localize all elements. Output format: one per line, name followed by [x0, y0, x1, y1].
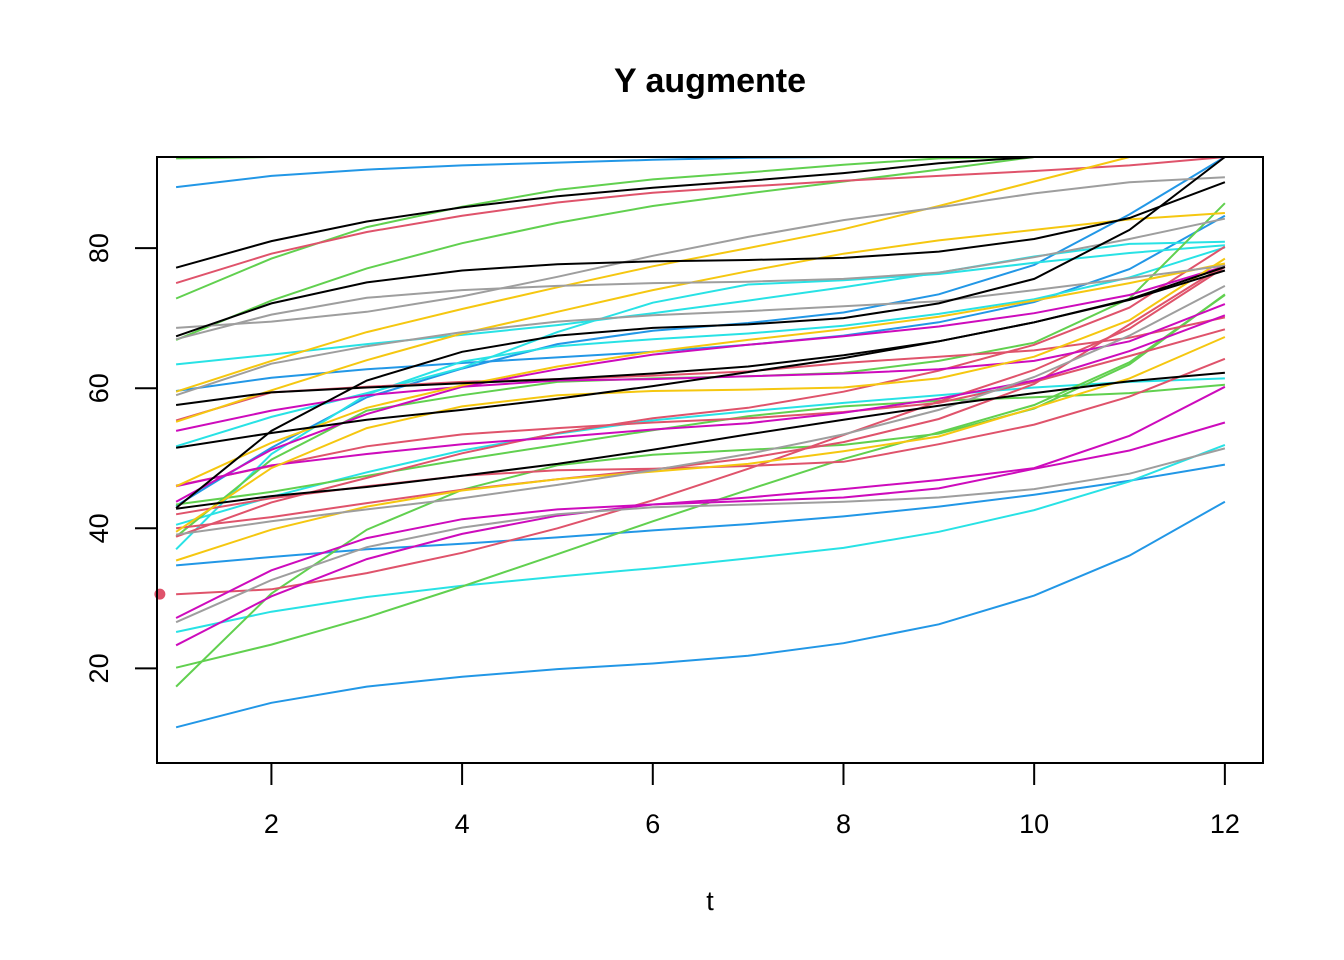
series-line-1 — [175, 500, 1226, 729]
x-tick-label: 8 — [836, 809, 851, 839]
x-tick-label: 4 — [455, 809, 470, 839]
y-tick-label: 80 — [84, 233, 114, 263]
y-tick-label: 20 — [84, 653, 114, 683]
series-line-41 — [175, 371, 1225, 510]
series-line-31 — [175, 257, 1226, 533]
series-line-21 — [175, 264, 1226, 530]
series-line-36 — [175, 285, 1226, 536]
series-line-6 — [175, 443, 1226, 633]
series-line-26 — [175, 421, 1226, 619]
x-tick-label: 10 — [1019, 809, 1049, 839]
series-line-32 — [175, 262, 1226, 488]
x-axis-label: t — [706, 886, 714, 916]
series-line-38 — [176, 176, 1225, 329]
series-line-9 — [175, 246, 1226, 551]
y-tick-label: 60 — [84, 373, 114, 403]
y-tick-label: 40 — [84, 513, 114, 543]
series-line-28 — [175, 265, 1226, 503]
series-line-18 — [176, 266, 1226, 596]
series-line-24 — [175, 316, 1226, 422]
chart-title: Y augmente — [614, 62, 806, 100]
series-line-7 — [175, 377, 1225, 526]
series-line-27 — [175, 314, 1226, 488]
series-layer — [175, 156, 1226, 729]
series-line-19 — [175, 245, 1226, 538]
series-line-2 — [176, 463, 1226, 567]
series-line-43 — [175, 181, 1226, 338]
x-axis: 2 4 6 8 10 12 — [264, 762, 1240, 839]
series-line-35 — [175, 447, 1226, 624]
series-line-20 — [175, 156, 1225, 285]
series-line-37 — [175, 264, 1226, 397]
x-tick-label: 12 — [1210, 809, 1240, 839]
series-line-22 — [175, 328, 1226, 487]
x-tick-label: 2 — [264, 809, 279, 839]
series-line-34 — [175, 156, 1225, 393]
series-line-33 — [175, 212, 1225, 423]
y-axis: 20 40 60 80 — [84, 233, 158, 683]
series-line-29 — [175, 303, 1226, 432]
series-line-12 — [175, 293, 1226, 688]
series-line-17 — [175, 383, 1225, 506]
series-line-45 — [175, 156, 1226, 509]
series-line-39 — [175, 217, 1226, 341]
series-line-25 — [175, 385, 1226, 647]
x-tick-label: 6 — [645, 809, 660, 839]
